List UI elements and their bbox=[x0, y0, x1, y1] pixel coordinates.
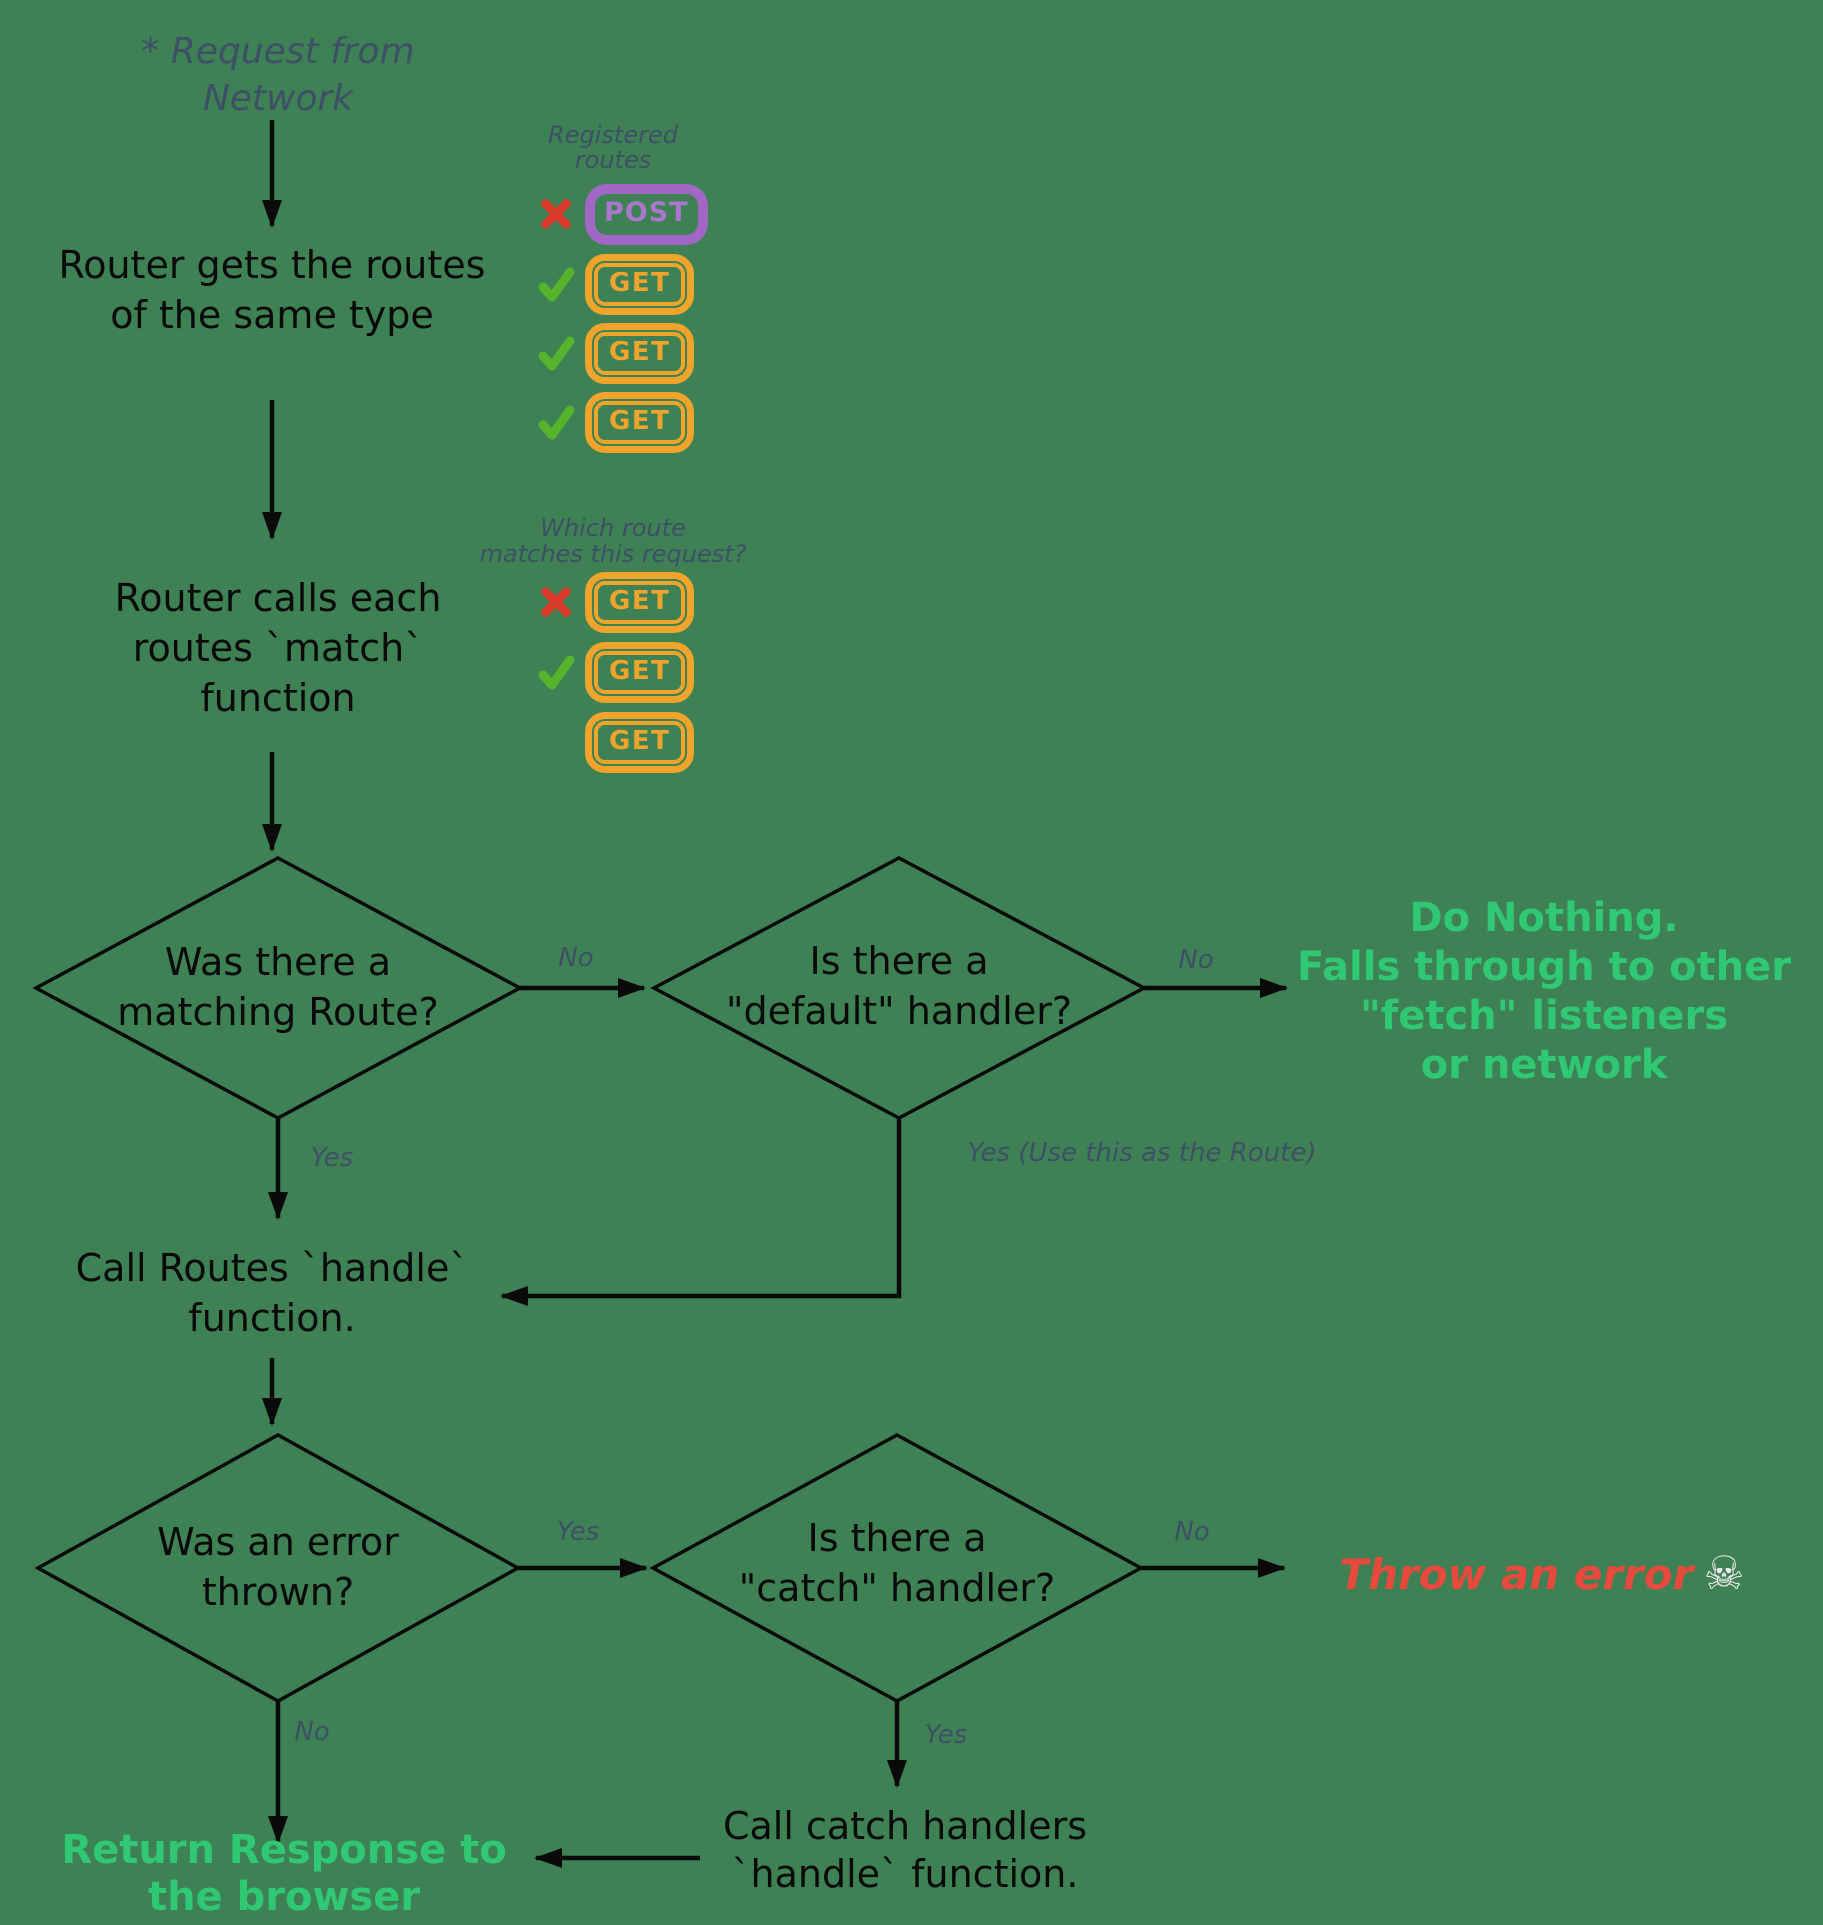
check-icon bbox=[536, 652, 576, 692]
registered-route-row: GET bbox=[536, 391, 695, 453]
match-route-row: GET bbox=[536, 641, 695, 703]
check-icon bbox=[536, 264, 576, 304]
decision-matching-route-label: Was there a matching Route? bbox=[117, 940, 439, 1034]
get-route-badge: GET bbox=[585, 571, 695, 633]
edge-label-no: No bbox=[1174, 1517, 1210, 1547]
skull-emoji-icon: ☠ bbox=[1703, 1546, 1745, 1600]
step-call-catch-handle: Call catch handlers `handle` function. bbox=[722, 1804, 1088, 1896]
cross-icon bbox=[536, 194, 576, 234]
decision-diamond-default-handler bbox=[650, 856, 1148, 1120]
check-icon bbox=[536, 333, 576, 373]
no-mark-placeholder bbox=[536, 722, 576, 762]
decision-diamond-error-thrown bbox=[34, 1432, 522, 1704]
decision-diamond-catch-handler bbox=[649, 1433, 1145, 1703]
decision-diamond-matching-route bbox=[32, 856, 524, 1120]
registered-route-row: GET bbox=[536, 322, 695, 384]
get-route-badge: GET bbox=[585, 391, 695, 453]
edge-label-no: No bbox=[294, 1717, 330, 1747]
match-route-row: GET bbox=[536, 711, 695, 773]
get-route-badge: GET bbox=[585, 253, 695, 315]
registered-route-row: GET bbox=[536, 253, 695, 315]
outcome-do-nothing: Do Nothing. Falls through to other "fetc… bbox=[1297, 895, 1791, 1088]
edge-label-no: No bbox=[558, 943, 594, 973]
step-call-route-handle: Call Routes `handle` function. bbox=[75, 1246, 469, 1340]
step-router-calls-match: Router calls each routes `match` functio… bbox=[114, 576, 442, 720]
outcome-return-response: Return Response to the browser bbox=[61, 1827, 507, 1920]
match-route-row: GET bbox=[536, 571, 695, 633]
edge-label-yes: Yes bbox=[310, 1143, 354, 1173]
check-icon bbox=[536, 402, 576, 442]
connector-d2-yes-elbow bbox=[500, 1118, 902, 1306]
get-route-badge: GET bbox=[585, 641, 695, 703]
decision-error-thrown-label: Was an error thrown? bbox=[157, 1520, 399, 1614]
post-route-badge: POST bbox=[585, 183, 708, 245]
registered-route-row: POST bbox=[536, 183, 708, 245]
get-route-badge: GET bbox=[585, 322, 695, 384]
label-which-route-matches: Which route matches this request? bbox=[479, 514, 747, 568]
get-route-badge: GET bbox=[585, 711, 695, 773]
edge-label-yes: Yes bbox=[924, 1720, 968, 1750]
decision-default-handler-label: Is there a "default" handler? bbox=[725, 939, 1073, 1033]
outcome-throw-error: Throw an error ☠ bbox=[1339, 1546, 1745, 1600]
label-registered-routes: Registered routes bbox=[548, 121, 678, 174]
step-router-gets-routes: Router gets the routes of the same type bbox=[58, 243, 486, 337]
edge-label-yes: Yes bbox=[556, 1517, 600, 1547]
edge-label-yes-use-route: Yes (Use this as the Route) bbox=[967, 1138, 1317, 1168]
cross-icon bbox=[536, 582, 576, 622]
edge-label-no: No bbox=[1178, 945, 1214, 975]
decision-catch-handler-label: Is there a "catch" handler? bbox=[738, 1516, 1056, 1610]
note-request-from-network: * Request from Network bbox=[141, 31, 415, 119]
